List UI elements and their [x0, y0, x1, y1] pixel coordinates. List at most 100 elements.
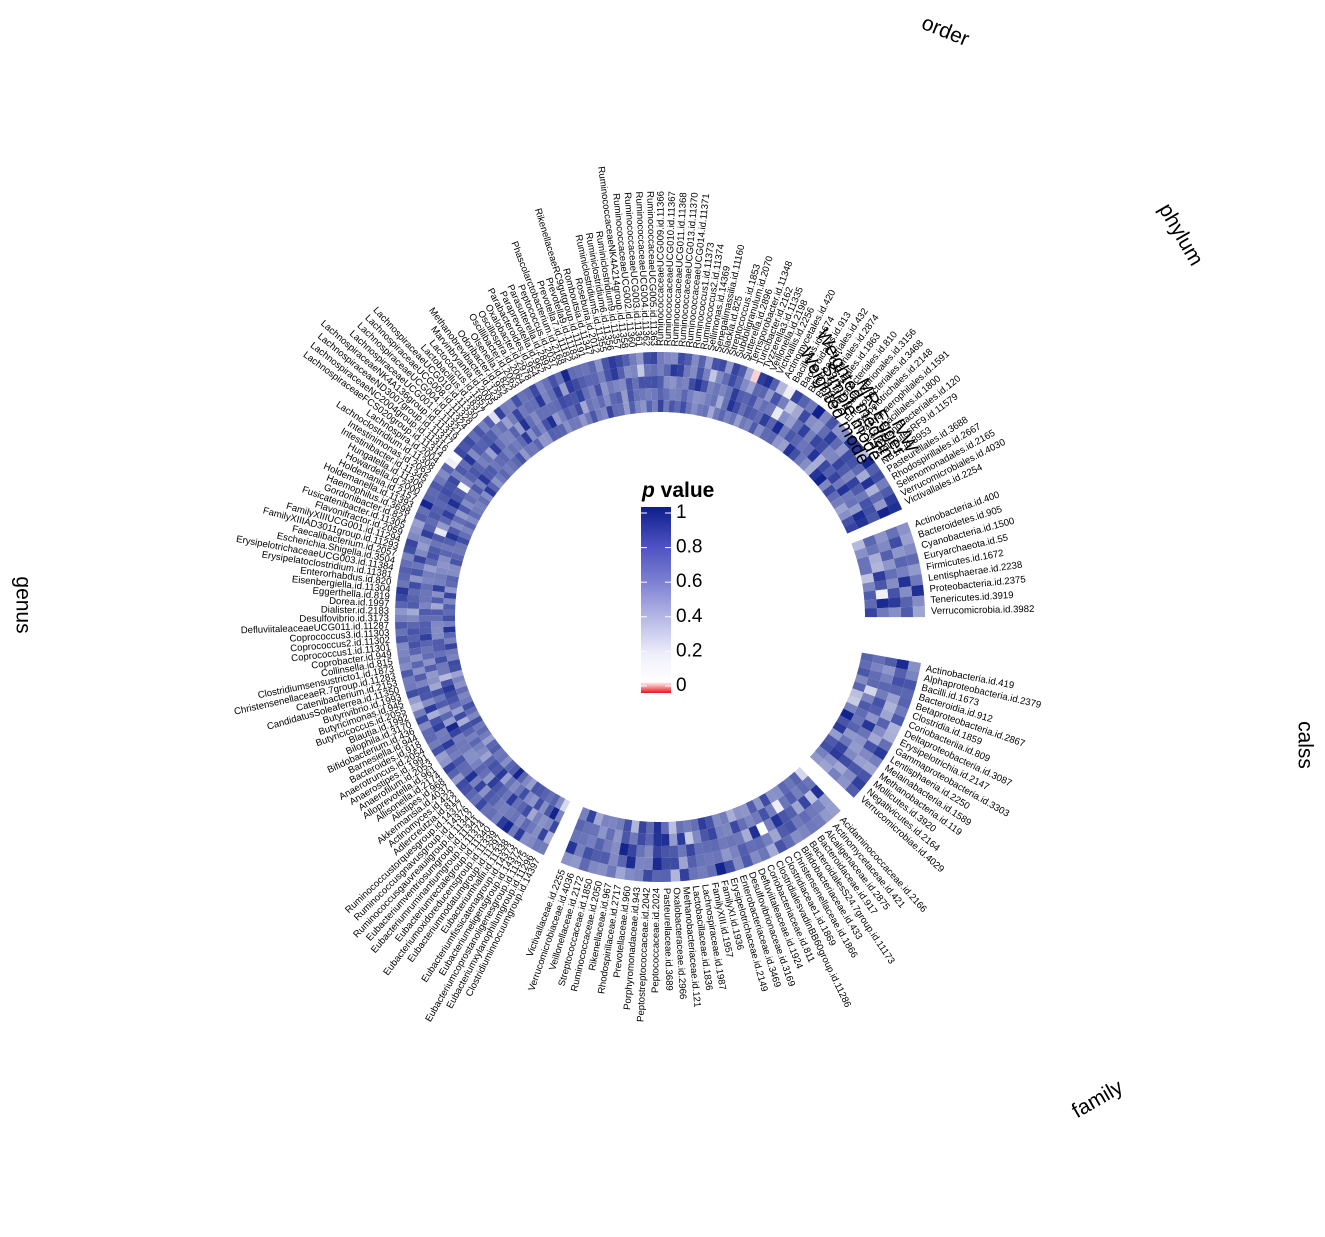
heatmap-cell: [431, 621, 444, 628]
heatmap-cell: [548, 806, 560, 821]
heatmap-cell: [857, 699, 872, 712]
heatmap-cell: [552, 425, 564, 440]
heatmap-cell: [864, 483, 880, 498]
heatmap-cell: [862, 581, 876, 593]
heatmap-cell: [590, 848, 603, 863]
heatmap-cell: [573, 402, 584, 416]
heatmap-cell: [851, 509, 866, 523]
heatmap-cell: [782, 385, 797, 400]
heatmap-cell: [829, 436, 844, 452]
taxon-label-desulfovibrio-id-3173: Desulfovibrio.id.3173: [299, 613, 389, 625]
heatmap-cell: [688, 867, 700, 881]
heatmap-cell: [431, 626, 444, 634]
heatmap-cell: [801, 443, 816, 458]
heatmap-cell: [884, 568, 898, 580]
heatmap-cell: [783, 428, 798, 444]
heatmap-cell: [463, 520, 477, 531]
heatmap-cell: [644, 845, 654, 858]
heatmap-cell: [468, 466, 482, 479]
heatmap-cell: [749, 850, 763, 865]
heatmap-cell: [797, 394, 812, 410]
heatmap-cell: [416, 541, 430, 552]
heatmap-cell: [481, 734, 495, 746]
heatmap-cell: [759, 427, 772, 442]
heatmap-cell: [639, 388, 647, 401]
heatmap-cell: [663, 388, 670, 401]
heatmap-cell: [431, 632, 445, 640]
heatmap-cell: [508, 425, 521, 439]
heatmap-cell: [444, 689, 458, 700]
heatmap-cell: [535, 421, 548, 435]
heatmap-cell: [879, 708, 894, 722]
heatmap-cell: [771, 785, 785, 800]
heatmap-cell: [493, 455, 507, 468]
heatmap-cell: [782, 443, 796, 458]
heatmap-cell: [645, 833, 654, 846]
heatmap-cell: [817, 459, 832, 474]
heatmap-cell: [464, 705, 478, 717]
heatmap-cell: [694, 378, 703, 392]
heatmap-cell: [874, 688, 889, 701]
heatmap-cell: [696, 403, 704, 417]
heatmap-cell: [614, 866, 626, 880]
heatmap-cell: [721, 822, 734, 837]
heatmap-cell: [441, 509, 456, 521]
heatmap-cell: [399, 662, 413, 672]
heatmap-cell: [770, 406, 784, 421]
heatmap-cell: [784, 804, 798, 820]
heatmap-cell: [523, 444, 536, 458]
heatmap-cell: [479, 802, 493, 816]
heatmap-cell: [622, 818, 633, 833]
heatmap-cell: [516, 435, 529, 449]
heatmap-cell: [492, 797, 506, 812]
heatmap-cell: [602, 393, 612, 407]
heatmap-cell: [868, 552, 883, 565]
heatmap-cell: [490, 811, 504, 826]
heatmap-cell: [557, 409, 568, 424]
heatmap-cell: [513, 783, 526, 797]
heatmap-cell: [849, 688, 864, 700]
heatmap-cell: [837, 508, 852, 522]
heatmap-cell: [581, 387, 592, 401]
heatmap-cell: [534, 784, 547, 798]
heatmap-cell: [840, 489, 855, 503]
heatmap-cell: [491, 763, 505, 777]
heatmap-cell: [823, 753, 839, 768]
heatmap-cell: [481, 468, 495, 482]
heatmap-cell: [876, 598, 889, 609]
heatmap-cell: [543, 803, 555, 818]
heatmap-cell: [770, 813, 784, 829]
heatmap-cell: [476, 438, 490, 452]
heatmap-cell: [854, 448, 870, 463]
heatmap-cell: [777, 809, 791, 825]
heatmap-cell: [409, 524, 423, 536]
heatmap-cell: [516, 770, 529, 784]
heatmap-cell: [738, 416, 749, 430]
heatmap-cell: [416, 505, 431, 517]
heatmap-cell: [438, 755, 453, 769]
heatmap-cell: [491, 780, 505, 794]
heatmap-cell: [896, 522, 912, 537]
heatmap-cell: [843, 434, 859, 450]
heatmap-cell: [600, 357, 611, 371]
heatmap-cell: [446, 474, 461, 488]
heatmap-cell: [596, 862, 609, 877]
heatmap-cell: [485, 429, 499, 443]
heatmap-cell: [677, 844, 688, 858]
heatmap-cell: [554, 796, 566, 810]
heatmap-cell: [643, 364, 652, 377]
heatmap-cell: [449, 557, 463, 567]
heatmap-cell: [815, 439, 830, 454]
heatmap-cell: [757, 846, 771, 862]
heatmap-cell: [529, 411, 542, 425]
heatmap-cell: [643, 352, 651, 365]
heatmap-cell: [628, 831, 639, 845]
heatmap-cell: [489, 442, 503, 456]
heatmap-cell: [396, 642, 410, 651]
heatmap-cell: [461, 700, 476, 711]
heatmap-cell: [437, 667, 451, 676]
heatmap-cell: [851, 539, 866, 552]
heatmap-cell: [714, 824, 726, 839]
heatmap-cell: [488, 742, 502, 755]
heatmap-cell: [854, 547, 869, 560]
